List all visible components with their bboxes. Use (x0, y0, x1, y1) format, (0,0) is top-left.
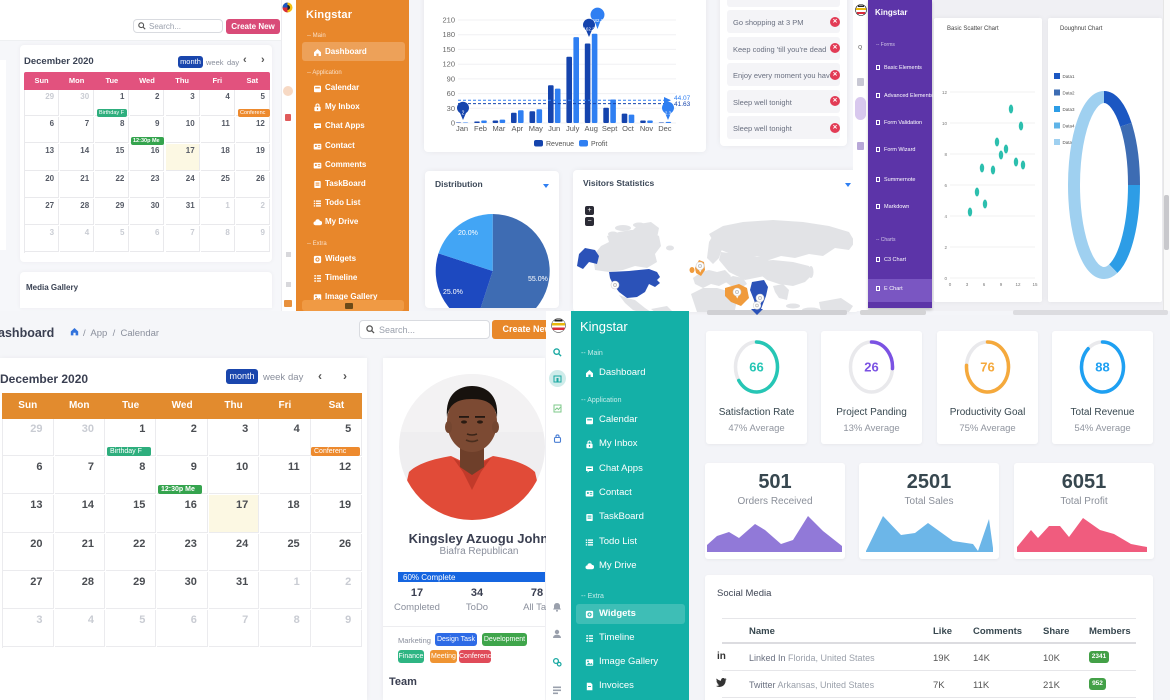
svg-text:Profit: Profit (591, 141, 607, 148)
svg-text:Data4: Data4 (1063, 124, 1076, 129)
svg-text:Data1: Data1 (1063, 74, 1076, 79)
svg-text:Data2: Data2 (1063, 91, 1076, 96)
svg-text:210: 210 (442, 16, 455, 25)
svg-text:2: 2 (462, 110, 465, 116)
svg-text:Jun: Jun (548, 124, 560, 133)
svg-text:July: July (566, 124, 580, 133)
svg-text:76: 76 (980, 360, 994, 375)
svg-text:3: 3 (966, 282, 969, 287)
svg-text:Mar: Mar (492, 124, 505, 133)
svg-text:2: 2 (944, 245, 947, 250)
svg-text:44.07: 44.07 (674, 95, 691, 102)
svg-text:Data3: Data3 (1063, 107, 1076, 112)
svg-text:150: 150 (442, 45, 455, 54)
svg-text:88: 88 (1095, 360, 1109, 375)
svg-text:Nov: Nov (640, 124, 654, 133)
svg-text:Feb: Feb (474, 124, 487, 133)
svg-text:Oct: Oct (622, 124, 635, 133)
svg-text:180: 180 (442, 30, 455, 39)
svg-text:12: 12 (942, 90, 948, 95)
svg-text:30: 30 (447, 104, 455, 113)
svg-text:0: 0 (944, 276, 947, 281)
svg-text:Aug: Aug (585, 124, 598, 133)
svg-text:6: 6 (944, 183, 947, 188)
svg-text:4: 4 (944, 214, 947, 219)
svg-text:May: May (529, 124, 543, 133)
svg-text:Jan: Jan (456, 124, 468, 133)
svg-text:120: 120 (442, 60, 455, 69)
svg-text:Revenue: Revenue (546, 141, 574, 148)
svg-text:25.0%: 25.0% (443, 289, 463, 296)
svg-text:15: 15 (1032, 282, 1038, 287)
svg-text:2.3: 2.3 (665, 110, 672, 115)
svg-text:Dec: Dec (658, 124, 672, 133)
svg-text:0: 0 (451, 119, 455, 128)
svg-text:10: 10 (942, 121, 948, 126)
svg-text:20.0%: 20.0% (458, 230, 478, 237)
svg-text:0: 0 (949, 282, 952, 287)
svg-text:12: 12 (1015, 282, 1021, 287)
svg-text:90: 90 (447, 74, 455, 83)
svg-text:182.2: 182.2 (592, 18, 604, 23)
svg-text:60: 60 (447, 89, 455, 98)
svg-text:9: 9 (1000, 282, 1003, 287)
svg-text:66: 66 (749, 360, 763, 375)
svg-text:8: 8 (944, 152, 947, 157)
svg-text:162.2: 162.2 (583, 27, 595, 32)
svg-text:Sept: Sept (602, 124, 618, 133)
svg-text:26: 26 (864, 360, 878, 375)
svg-text:55.0%: 55.0% (528, 276, 548, 283)
svg-text:41.63: 41.63 (674, 101, 691, 108)
svg-text:Apr: Apr (511, 124, 523, 133)
svg-text:6: 6 (983, 282, 986, 287)
svg-text:Data5: Data5 (1063, 140, 1076, 145)
